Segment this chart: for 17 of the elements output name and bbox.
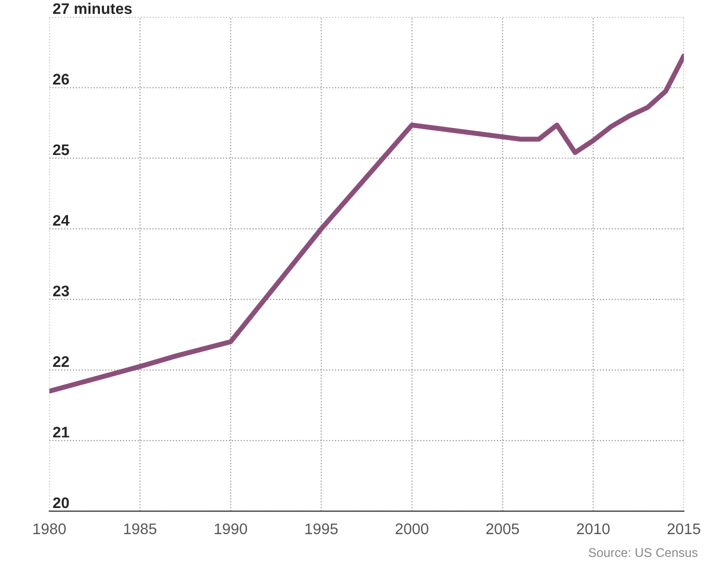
y-tick-label: 21 <box>53 426 70 438</box>
x-tick-label: 2015 <box>668 523 700 534</box>
x-tick-label: 1980 <box>34 523 66 534</box>
y-tick-label: 26 <box>53 74 69 85</box>
x-tick-label: 1985 <box>124 523 156 534</box>
y-tick-label: 20 <box>53 497 69 508</box>
x-tick-label: 2005 <box>486 523 519 534</box>
x-tick-label: 2000 <box>396 523 428 534</box>
x-tick-label: 2010 <box>576 523 610 534</box>
y-tick-label: 23 <box>53 286 69 296</box>
y-tick-label: 27 minutes <box>53 2 132 14</box>
y-tick-label: 24 <box>53 214 70 226</box>
source-note: Source: US Census <box>588 548 698 558</box>
y-tick-label: 22 <box>53 356 69 367</box>
x-tick-label: 1995 <box>305 523 338 534</box>
y-tick-label: 25 <box>53 144 70 156</box>
x-tick-label: 1990 <box>214 523 248 534</box>
